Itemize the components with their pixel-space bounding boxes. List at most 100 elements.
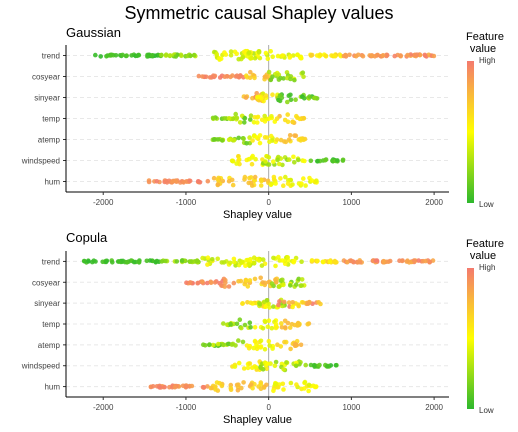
data-point <box>254 94 260 100</box>
data-point <box>173 178 178 183</box>
data-point <box>246 346 252 351</box>
data-point <box>288 380 294 386</box>
data-point <box>200 74 205 79</box>
data-point <box>258 338 264 344</box>
x-tick-label: 1000 <box>342 403 360 412</box>
data-point <box>201 385 207 390</box>
data-point <box>183 384 189 390</box>
data-point <box>259 96 264 101</box>
data-point <box>188 280 193 285</box>
data-point <box>276 302 281 308</box>
data-point <box>251 120 257 125</box>
data-point <box>256 50 262 55</box>
data-point <box>273 359 279 365</box>
data-point <box>98 54 103 59</box>
data-point <box>159 259 165 264</box>
data-point <box>235 387 241 393</box>
series-sinyear <box>240 297 323 310</box>
data-point <box>323 53 329 59</box>
data-point <box>254 120 260 125</box>
data-point <box>199 279 205 284</box>
data-point <box>250 138 255 143</box>
data-point <box>247 320 253 326</box>
data-point <box>248 117 253 122</box>
data-point <box>189 259 194 264</box>
data-point <box>248 325 253 330</box>
data-point <box>246 156 252 162</box>
data-point <box>226 284 232 289</box>
data-point <box>333 363 339 368</box>
data-point <box>136 260 142 265</box>
data-point <box>293 341 298 347</box>
data-point <box>299 181 304 186</box>
data-point <box>234 73 240 78</box>
data-point <box>240 259 245 265</box>
data-point <box>297 116 303 122</box>
data-point <box>423 53 428 59</box>
data-point <box>233 111 238 117</box>
data-point <box>228 385 234 391</box>
data-point <box>309 258 315 263</box>
data-point <box>215 256 220 262</box>
data-point <box>330 158 335 164</box>
data-point <box>285 255 291 260</box>
data-point <box>244 257 249 263</box>
data-point <box>149 53 155 58</box>
series-windspeed <box>230 359 339 373</box>
data-point <box>271 174 277 180</box>
data-point <box>251 255 257 260</box>
data-point <box>265 324 271 330</box>
x-tick-label: -2000 <box>93 403 114 412</box>
data-point <box>416 258 421 263</box>
data-point <box>278 75 283 81</box>
data-point <box>286 178 291 183</box>
y-tick-label: windspeed <box>21 362 60 371</box>
series-cosyear <box>184 275 307 289</box>
data-point <box>153 260 158 265</box>
data-point <box>301 386 307 391</box>
data-point <box>174 259 180 264</box>
data-point <box>269 114 274 119</box>
data-point <box>284 360 289 365</box>
data-point <box>189 383 195 389</box>
data-point <box>308 158 314 164</box>
data-point <box>272 363 278 369</box>
data-point <box>221 321 226 326</box>
data-point <box>162 384 167 390</box>
data-point <box>280 53 285 58</box>
data-point <box>280 258 285 263</box>
data-point <box>315 159 320 164</box>
data-point <box>254 91 259 96</box>
data-point <box>200 255 205 261</box>
data-point <box>276 72 282 77</box>
data-point <box>251 260 257 266</box>
legend-title: value <box>470 43 496 55</box>
data-point <box>93 259 98 264</box>
y-tick-label: trend <box>42 52 60 61</box>
data-point <box>325 364 330 369</box>
data-point <box>159 52 164 58</box>
data-point <box>286 300 292 305</box>
x-tick-label: -2000 <box>93 198 114 207</box>
data-point <box>191 52 197 58</box>
data-point <box>392 53 398 59</box>
data-point <box>296 303 302 309</box>
data-point <box>240 301 245 306</box>
data-point <box>247 175 252 181</box>
data-point <box>267 305 272 310</box>
chart-panel-1: Gaussian trend cosyear sinyear temp atemp wind… <box>21 25 504 221</box>
data-point <box>373 258 379 264</box>
data-point <box>287 133 293 138</box>
data-point <box>250 385 255 391</box>
data-point <box>221 260 227 265</box>
data-point <box>291 154 296 160</box>
data-point <box>205 178 211 184</box>
data-point <box>157 385 162 390</box>
data-point <box>306 388 311 394</box>
data-point <box>340 158 346 163</box>
data-point <box>287 55 293 60</box>
data-point <box>232 364 238 369</box>
data-point <box>303 183 308 188</box>
data-point <box>277 284 282 289</box>
panel-subtitle: Copula <box>66 230 108 245</box>
